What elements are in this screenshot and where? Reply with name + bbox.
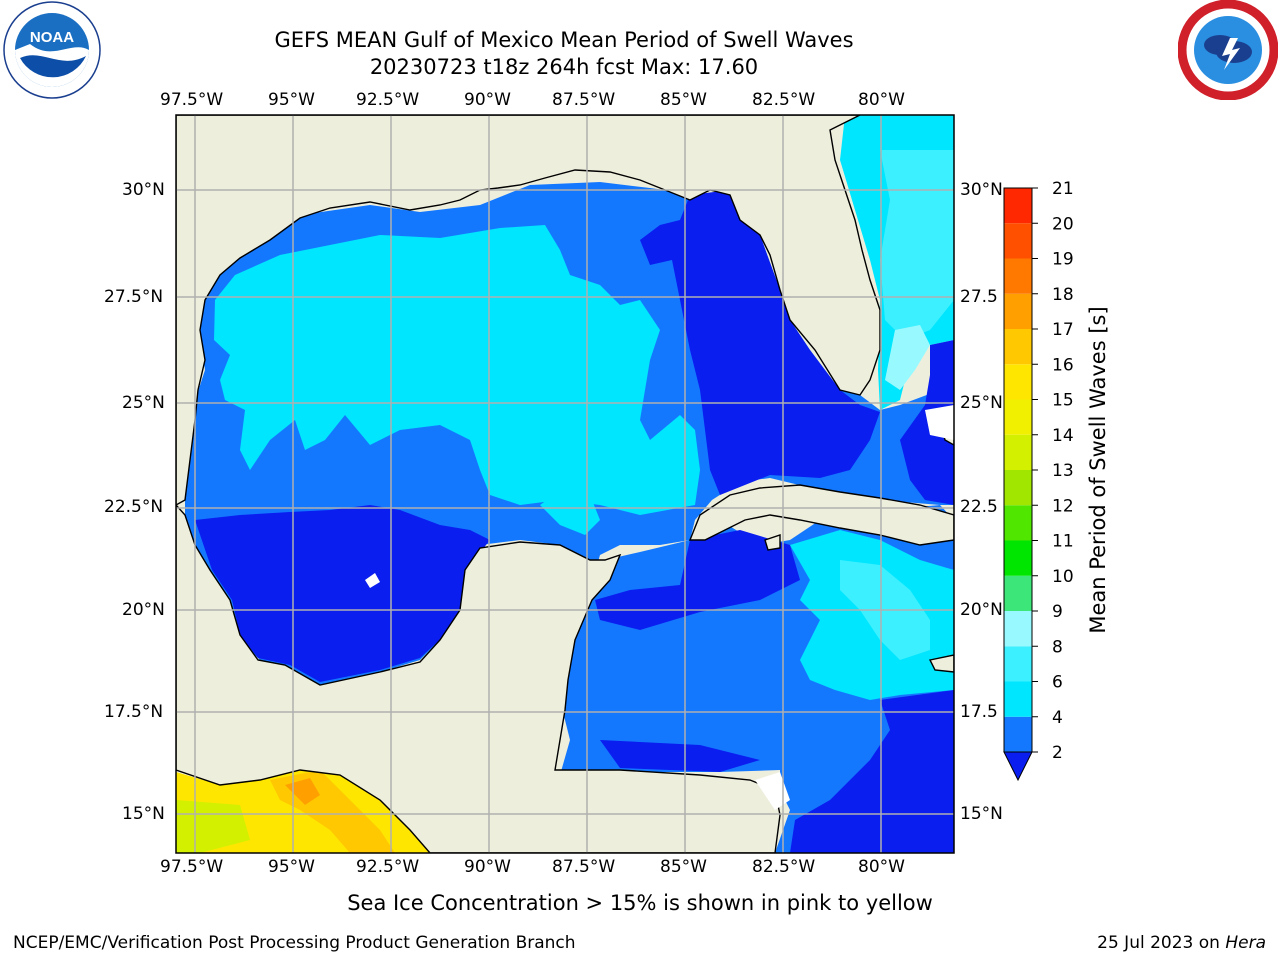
colorbar-cell <box>1004 575 1032 611</box>
lon-label-bottom: 85°W <box>660 857 707 877</box>
colorbar-cell <box>1004 329 1032 365</box>
colorbar-tick-label: 14 <box>1052 426 1074 446</box>
colorbar-tick-label: 6 <box>1052 673 1063 693</box>
lon-label-top: 92.5°W <box>356 90 420 110</box>
colorbar-cell <box>1004 646 1032 682</box>
noaa-logo-text: NOAA <box>30 29 74 46</box>
colorbar-tick-label: 10 <box>1052 567 1074 587</box>
us-gulf-coast <box>176 115 881 506</box>
footer-date-text: 25 Jul 2023 on <box>1097 933 1226 953</box>
lon-label-top: 90°W <box>464 90 511 110</box>
colorbar-cell <box>1004 364 1032 400</box>
lon-label-top: 85°W <box>660 90 707 110</box>
colorbar-cell <box>1004 434 1032 470</box>
colorbar-tick-label: 4 <box>1052 708 1063 728</box>
colorbar-tick-label: 12 <box>1052 496 1074 516</box>
colorbar-cell <box>1004 681 1032 717</box>
gulf-swell-under2-east <box>640 190 880 495</box>
noaa-logo: NOAA <box>2 0 102 100</box>
colorbar-tick-label: 8 <box>1052 637 1063 657</box>
colorbar-tick-label: 2 <box>1052 743 1063 763</box>
lat-label-left: 30°N <box>122 180 165 200</box>
lon-label-bottom: 90°W <box>464 857 511 877</box>
colorbar-cell <box>1004 223 1032 259</box>
lat-label-left: 25°N <box>122 393 165 413</box>
caribbean-swell-under2-south <box>790 690 954 853</box>
colorbar-cell <box>1004 258 1032 294</box>
lat-label-right: 30°N <box>960 180 1003 200</box>
lat-label-left: 20°N <box>122 600 165 620</box>
colorbar-cell <box>1004 293 1032 329</box>
colorbar-cell <box>1004 470 1032 506</box>
colorbar-cell <box>1004 399 1032 435</box>
colorbar: 2 4 6 8 9 10 11 12 13 14 15 16 17 18 19 20 21 <box>1003 179 1074 782</box>
gulf-swell-under2-southwest <box>195 505 490 682</box>
lat-label-right: 15°N <box>960 804 1003 824</box>
footer-date: 25 Jul 2023 on Hera <box>1097 933 1266 953</box>
colorbar-tick-label: 15 <box>1052 391 1074 411</box>
mexico-central-america <box>176 503 781 853</box>
colorbar-cell <box>1004 611 1032 647</box>
map-frame <box>175 114 955 854</box>
colorbar-cell <box>1004 188 1032 224</box>
lon-label-bottom: 95°W <box>268 857 315 877</box>
colorbar-tick-label: 11 <box>1052 532 1074 552</box>
lat-label-left: 22.5°N <box>104 497 164 517</box>
no-data-regions <box>365 405 954 810</box>
atlantic-swell-under2 <box>900 340 954 505</box>
colorbar-extend-arrow <box>1003 751 1033 782</box>
lat-label-right: 22.5 <box>960 497 998 517</box>
nws-logo <box>1177 0 1279 101</box>
isla-juventud <box>764 534 781 551</box>
lon-label-bottom: 97.5°W <box>160 857 224 877</box>
colorbar-tick-label: 21 <box>1052 179 1074 199</box>
lat-label-left: 17.5°N <box>104 702 164 722</box>
colorbar-tick-label: 19 <box>1052 250 1074 270</box>
lon-label-top: 97.5°W <box>160 90 224 110</box>
caribbean-swell-under2-south2 <box>600 740 760 772</box>
colorbar-tick-label: 16 <box>1052 355 1074 375</box>
colorbar-tick-label: 20 <box>1052 214 1074 234</box>
lon-label-bottom: 87.5°W <box>552 857 616 877</box>
lon-label-bottom: 82.5°W <box>752 857 816 877</box>
lat-label-left: 27.5°N <box>104 287 164 307</box>
lon-label-bottom: 80°W <box>858 857 905 877</box>
graticule <box>176 115 954 853</box>
atlantic-swell-8-9 <box>885 325 930 390</box>
lat-label-right: 17.5 <box>960 702 998 722</box>
lon-label-top: 87.5°W <box>552 90 616 110</box>
caribbean-swell-under2-north <box>595 530 800 630</box>
colorbar-cell <box>1004 505 1032 541</box>
jamaica-edge <box>928 654 954 673</box>
colorbar-tick-label: 18 <box>1052 285 1074 305</box>
chart-title-line2: 20230723 t18z 264h fcst Max: 17.60 <box>369 55 759 79</box>
colorbar-tick-label: 13 <box>1052 461 1074 481</box>
lat-label-right: 27.5 <box>960 287 998 307</box>
lat-label-right: 25°N <box>960 393 1003 413</box>
lon-label-top: 82.5°W <box>752 90 816 110</box>
sea-ice-caption: Sea Ice Concentration > 15% is shown in … <box>347 891 933 915</box>
cuba-island <box>688 484 954 546</box>
colorbar-cell <box>1004 716 1032 752</box>
footer-credit: NCEP/EMC/Verification Post Processing Pr… <box>13 933 576 953</box>
colorbar-cell <box>1004 540 1032 576</box>
lat-label-left: 15°N <box>122 804 165 824</box>
lon-label-top: 80°W <box>858 90 905 110</box>
footer-host: Hera <box>1225 933 1266 953</box>
colorbar-label: Mean Period of Swell Waves [s] <box>1086 306 1110 634</box>
lat-label-right: 20°N <box>960 600 1003 620</box>
lon-label-bottom: 92.5°W <box>356 857 420 877</box>
lon-label-top: 95°W <box>268 90 315 110</box>
colorbar-tick-label: 9 <box>1052 602 1063 622</box>
chart-title-line1: GEFS MEAN Gulf of Mexico Mean Period of … <box>274 28 854 52</box>
atlantic-swell-6-8 <box>880 150 954 340</box>
colorbar-tick-label: 17 <box>1052 320 1074 340</box>
